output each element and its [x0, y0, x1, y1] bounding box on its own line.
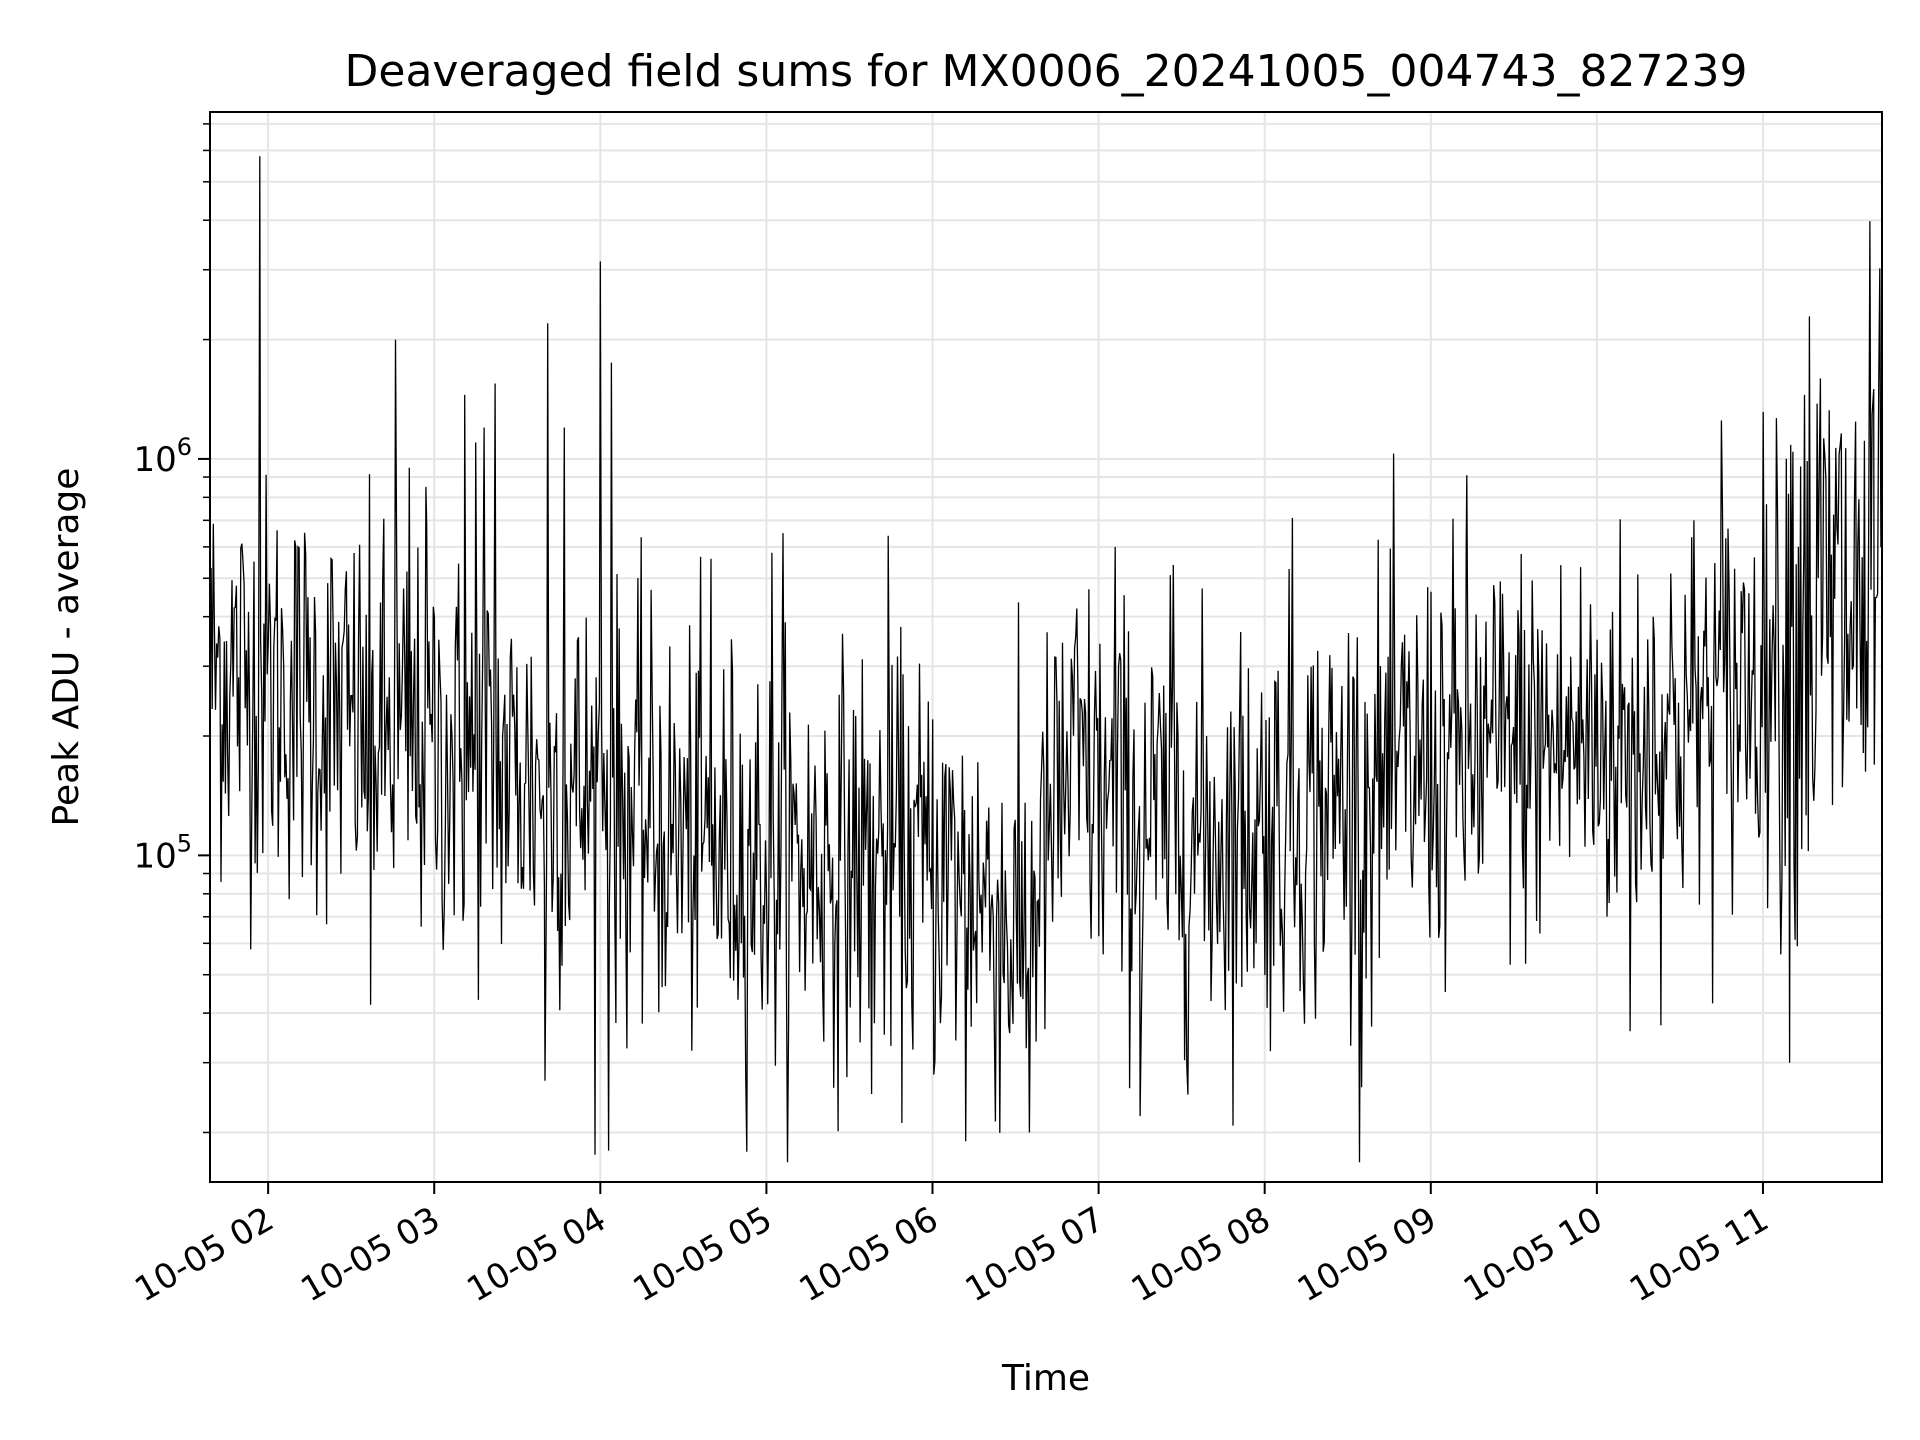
x-tick-label: 10-05 02	[128, 1199, 280, 1310]
y-tick-label: 105	[133, 829, 192, 876]
x-tick-label: 10-05 03	[294, 1199, 446, 1310]
x-axis-label: Time	[1001, 1358, 1090, 1399]
grid	[210, 112, 1882, 1182]
x-tick-label: 10-05 07	[959, 1199, 1111, 1310]
y-tick-base: 10	[133, 836, 176, 876]
x-tick-label: 10-05 05	[627, 1199, 779, 1310]
x-tick-label: 10-05 10	[1457, 1199, 1609, 1310]
y-tick-base: 10	[133, 440, 176, 480]
chart-title: Deaveraged field sums for MX0006_2024100…	[345, 46, 1748, 97]
x-tick-label: 10-05 06	[793, 1199, 945, 1310]
x-axis: 10-05 02 10-05 03 10-05 04 10-05 05 10-05 06…	[128, 1182, 1775, 1310]
series-line	[209, 156, 1883, 1163]
y-tick-exponent: 5	[177, 829, 192, 857]
y-tick-label: 106	[133, 433, 192, 480]
x-tick-label: 10-05 09	[1291, 1199, 1443, 1310]
x-tick-label: 10-05 08	[1125, 1199, 1277, 1310]
y-tick-exponent: 6	[177, 433, 192, 461]
x-tick-label: 10-05 04	[460, 1199, 612, 1310]
plot-frame	[209, 111, 1883, 1183]
x-tick-label: 10-05 11	[1623, 1199, 1775, 1310]
y-axis-label: Peak ADU - average	[46, 468, 87, 827]
